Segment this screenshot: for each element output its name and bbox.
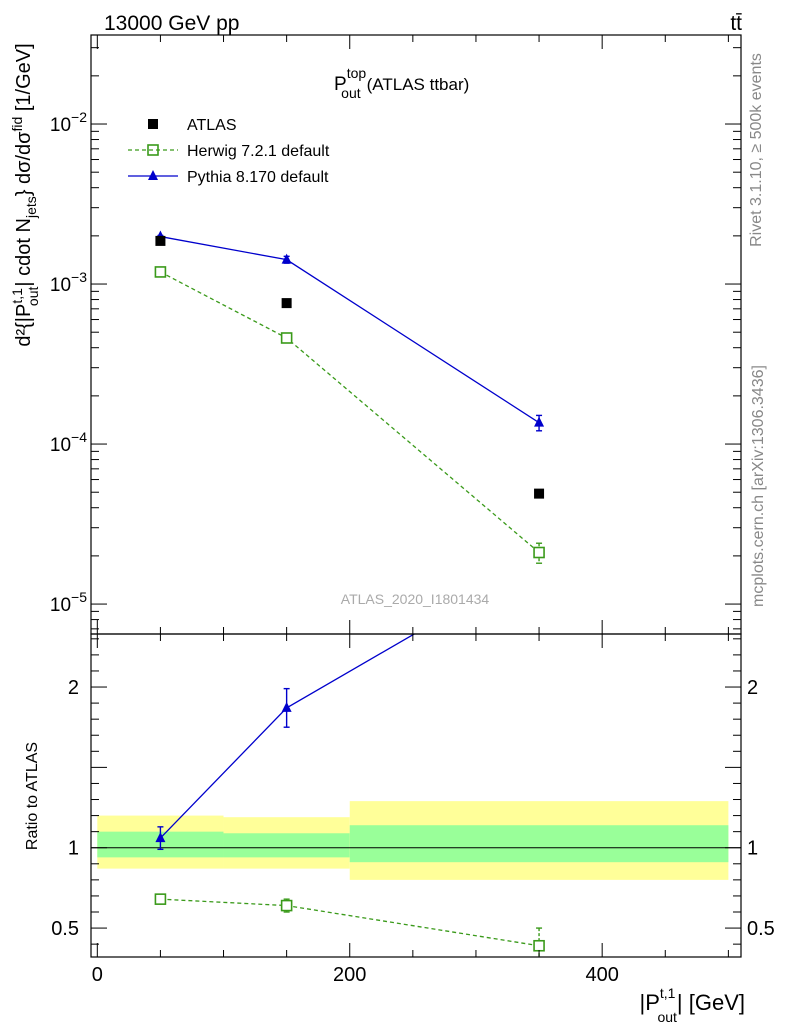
x-tick-label-1: 200 [333,964,366,986]
ratio-ytick-label-left-2: 2 [68,677,79,699]
ratio-plot [154,634,545,957]
ratio-y-label: Ratio to ATLAS [24,742,41,850]
main-plot [154,230,545,564]
ratio-ytick-label-left-1: 1 [68,838,79,860]
x-axis-label: |Pt,1 out| [GeV] [639,985,745,1024]
legend: ATLAS Herwig 7.2.1 default Pythia 8.170 … [128,117,330,186]
ratio-bands [91,801,741,880]
process-label: tt̄ [730,12,742,35]
legend-herwig-label: Herwig 7.2.1 default [187,143,330,160]
main-ytick-label-2: 10−3 [50,269,87,296]
ratio-frame [90,633,742,958]
main-ytick-label-1: 10−4 [50,429,87,456]
ratio-pythia-point-0 [155,832,166,843]
ratio-herwig-line [160,898,540,947]
x-tick-label-2: 400 [585,964,618,986]
legend-herwig-marker [147,144,159,156]
ratio-band-inner-2 [349,825,729,863]
main-ytick-label-0: 10−5 [50,589,87,616]
legend-atlas-marker [148,119,158,129]
legend-item-atlas: ATLAS [148,117,237,134]
ratio-herwig-point-2 [533,939,545,952]
ratio-ytick-label-left-0: 0.5 [51,918,79,940]
main-pythia-line [160,235,540,424]
ratio-ytick-label-right-1: 1 [747,838,758,860]
analysis-watermark: ATLAS_2020_I1801434 [341,591,490,607]
energy-label: 13000 GeV pp [104,12,239,35]
main-herwig-point-1 [280,332,293,344]
x-tick-label-0: 0 [92,964,103,986]
main-atlas-point-2 [534,488,545,499]
axes: 0 200 400 10−5 10−4 10−3 10−2 0.5 0.5 1 1 2 2 [50,34,775,986]
main-atlas-point-0 [155,235,166,246]
legend-item-pythia: Pythia 8.170 default [128,169,329,186]
chart-title: Ptop out (ATLAS ttbar) [334,65,469,101]
main-herwig-point-2 [533,546,545,559]
main-ytick-label-3: 10−2 [50,109,87,136]
legend-pythia-marker [148,170,158,180]
legend-atlas-label: ATLAS [187,117,237,134]
main-y-label: d²{|Pt,1out| cdot Njets} dσ/dσfid [1/GeV… [9,43,41,346]
main-atlas-point-1 [281,298,292,309]
main-pythia-point-2 [534,416,545,427]
ratio-ytick-label-right-2: 2 [747,677,758,699]
ratio-pythia-point-1 [281,701,292,712]
main-pythia-point-1 [281,253,292,264]
ratio-ytick-label-right-0: 0.5 [747,918,775,940]
ratio-herwig-point-1 [280,899,293,912]
ratio-herwig-point-0 [154,893,167,905]
chart-title-sub: out [341,85,361,101]
rivet-label: Rivet 3.1.10, ≥ 500k events [748,53,765,247]
mcplots-label: mcplots.cern.ch [arXiv:1306.3436] [750,365,767,607]
legend-pythia-label: Pythia 8.170 default [187,169,329,186]
chart-title-main: P [334,74,347,95]
chart-title-sup: top [347,65,367,81]
main-herwig-point-0 [154,266,167,278]
main-herwig-line [160,271,540,553]
ratio-band-inner-1 [223,833,350,858]
chart-title-suffix: (ATLAS ttbar) [367,75,470,94]
legend-item-herwig: Herwig 7.2.1 default [128,143,330,160]
